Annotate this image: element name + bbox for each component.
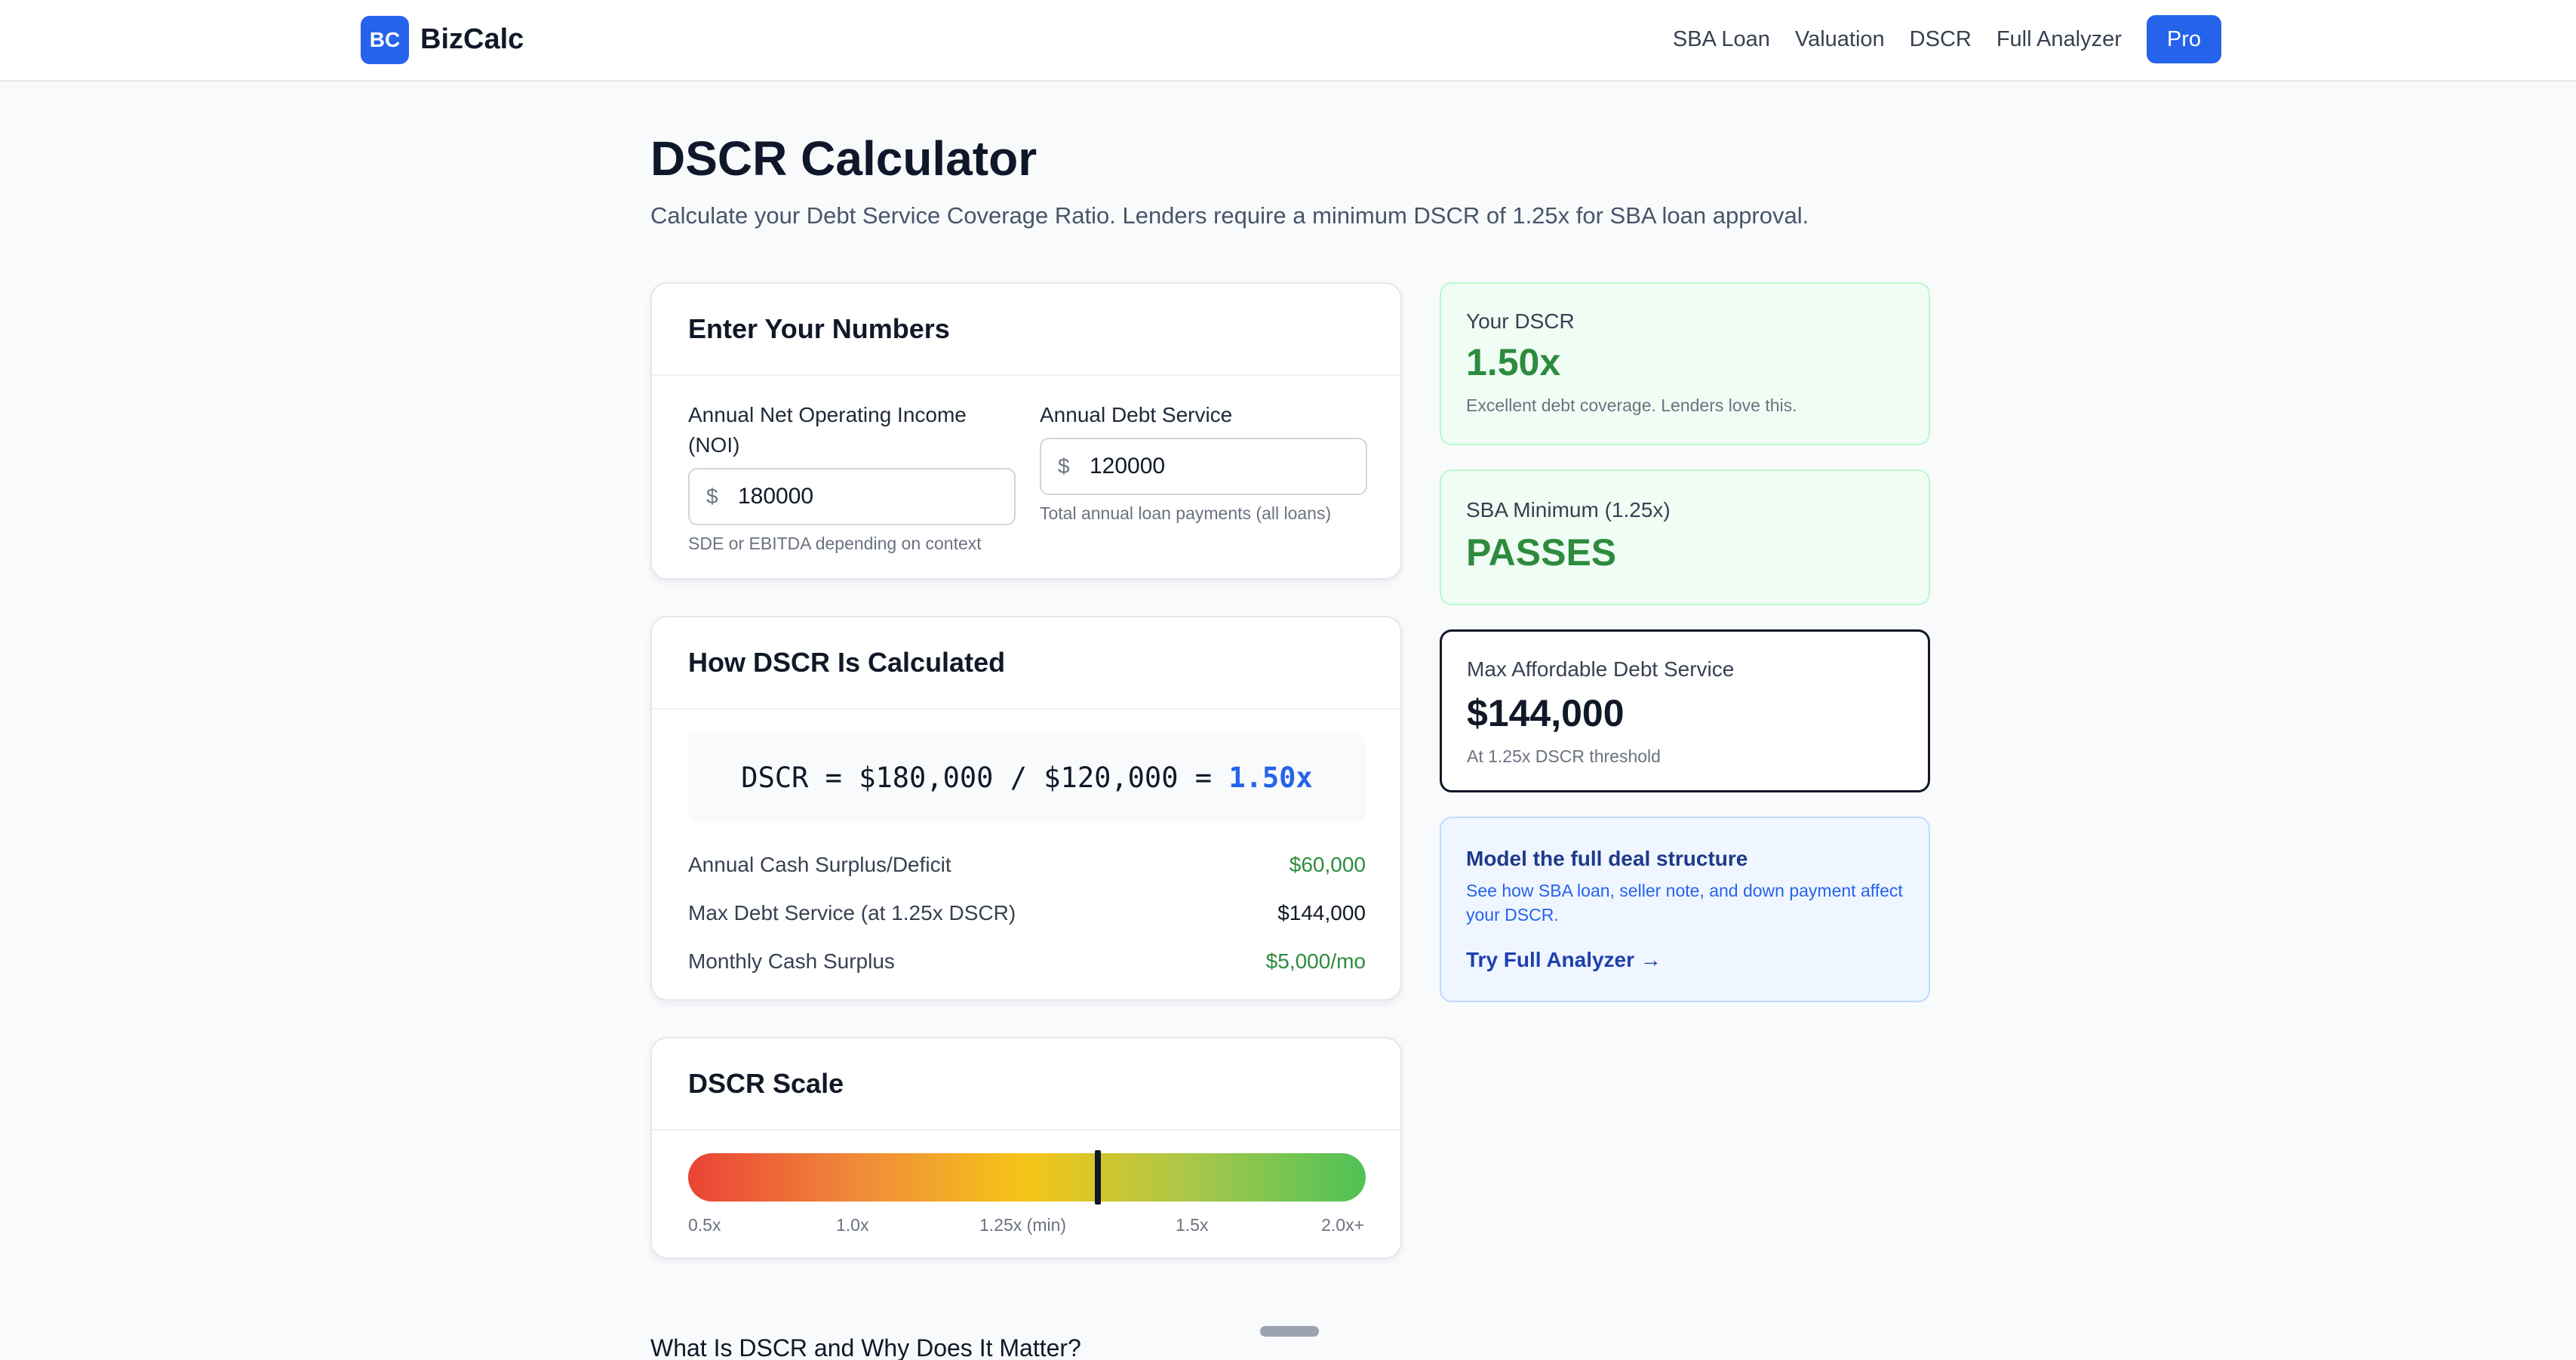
stat-row-surplus: Annual Cash Surplus/Deficit $60,000 [688,848,1366,882]
nav-full-analyzer[interactable]: Full Analyzer [1996,27,2122,51]
dscr-result-value: 1.50x [1466,341,1561,383]
stat-label: Max Debt Service (at 1.25x DSCR) [688,901,1016,925]
noi-label: Annual Net Operating Income (NOI) [688,403,967,457]
page-subtitle: Calculate your Debt Service Coverage Rat… [650,202,1809,229]
section-heading: What Is DSCR and Why Does It Matter? [650,1334,1081,1360]
sba-minimum-status: PASSES [1466,531,1617,574]
debt-label: Annual Debt Service [1040,403,1233,426]
dscr-scale-bar [688,1153,1366,1202]
promo-title: Model the full deal structure [1466,847,1748,870]
max-debt-note: At 1.25x DSCR threshold [1467,746,1661,766]
logo-text[interactable]: BizCalc [420,23,524,55]
sba-minimum-label: SBA Minimum (1.25x) [1466,498,1671,522]
max-debt-label: Max Affordable Debt Service [1467,657,1735,681]
scale-card: DSCR Scale 0.5x 1.0x 1.25x (min) 1.5x 2.… [650,1037,1402,1259]
stat-row-max-debt: Max Debt Service (at 1.25x DSCR) $144,00… [688,897,1366,930]
dscr-result-note: Excellent debt coverage. Lenders love th… [1466,395,1797,415]
inputs-card-title: Enter Your Numbers [652,284,1400,376]
page-title: DSCR Calculator [650,131,1037,186]
stat-value: $60,000 [1289,853,1366,876]
drag-handle[interactable] [1260,1326,1319,1337]
max-debt-card: Max Affordable Debt Service $144,000 At … [1440,629,1930,792]
promo-card: Model the full deal structure See how SB… [1440,817,1930,1002]
try-full-analyzer-link[interactable]: Try Full Analyzer → [1466,948,1661,971]
noi-help: SDE or EBITDA depending on context [688,534,982,553]
scale-label-4: 2.0x+ [1321,1215,1364,1235]
pro-button[interactable]: Pro [2146,15,2221,63]
scale-label-1: 1.0x [836,1215,869,1235]
max-debt-value: $144,000 [1467,692,1625,734]
formula-text: DSCR = $180,000 / $120,000 = [741,761,1229,794]
stat-row-monthly: Monthly Cash Surplus $5,000/mo [688,945,1366,978]
noi-currency: $ [706,485,718,508]
debt-input[interactable] [1090,454,1316,479]
scale-label-2: 1.25x (min) [979,1215,1067,1235]
debt-help: Total annual loan payments (all loans) [1040,503,1332,523]
dscr-result-card: Your DSCR 1.50x Excellent debt coverage.… [1440,282,1930,445]
inputs-card: Enter Your Numbers Annual Net Operating … [650,282,1402,580]
stat-label: Annual Cash Surplus/Deficit [688,853,951,876]
stat-value: $5,000/mo [1265,949,1366,973]
formula-display: DSCR = $180,000 / $120,000 = 1.50x [688,732,1366,823]
logo-badge[interactable]: BC [361,16,409,64]
debt-currency: $ [1058,454,1070,478]
sba-minimum-card: SBA Minimum (1.25x) PASSES [1440,469,1930,605]
noi-input[interactable] [738,484,964,509]
calc-card-title: How DSCR Is Calculated [652,617,1400,709]
scale-label-0: 0.5x [688,1215,721,1235]
formula-result: 1.50x [1228,761,1313,794]
nav-sba-loan[interactable]: SBA Loan [1672,27,1770,51]
debt-field[interactable]: $ [1040,438,1367,495]
stat-label: Monthly Cash Surplus [688,949,895,973]
dscr-result-label: Your DSCR [1466,309,1575,333]
calc-card: How DSCR Is Calculated DSCR = $180,000 /… [650,616,1402,1001]
scale-label-3: 1.5x [1176,1215,1209,1235]
main-nav: SBA Loan Valuation DSCR Full Analyzer Pr… [1648,15,2221,63]
nav-dscr[interactable]: DSCR [1909,27,1972,51]
noi-field[interactable]: $ [688,468,1016,525]
top-nav-bar: BC BizCalc SBA Loan Valuation DSCR Full … [0,0,2576,82]
nav-valuation[interactable]: Valuation [1794,27,1885,51]
promo-text: See how SBA loan, seller note, and down … [1466,881,1903,925]
dscr-scale-marker [1095,1150,1102,1205]
scale-card-title: DSCR Scale [652,1038,1400,1131]
stat-value: $144,000 [1277,901,1366,925]
